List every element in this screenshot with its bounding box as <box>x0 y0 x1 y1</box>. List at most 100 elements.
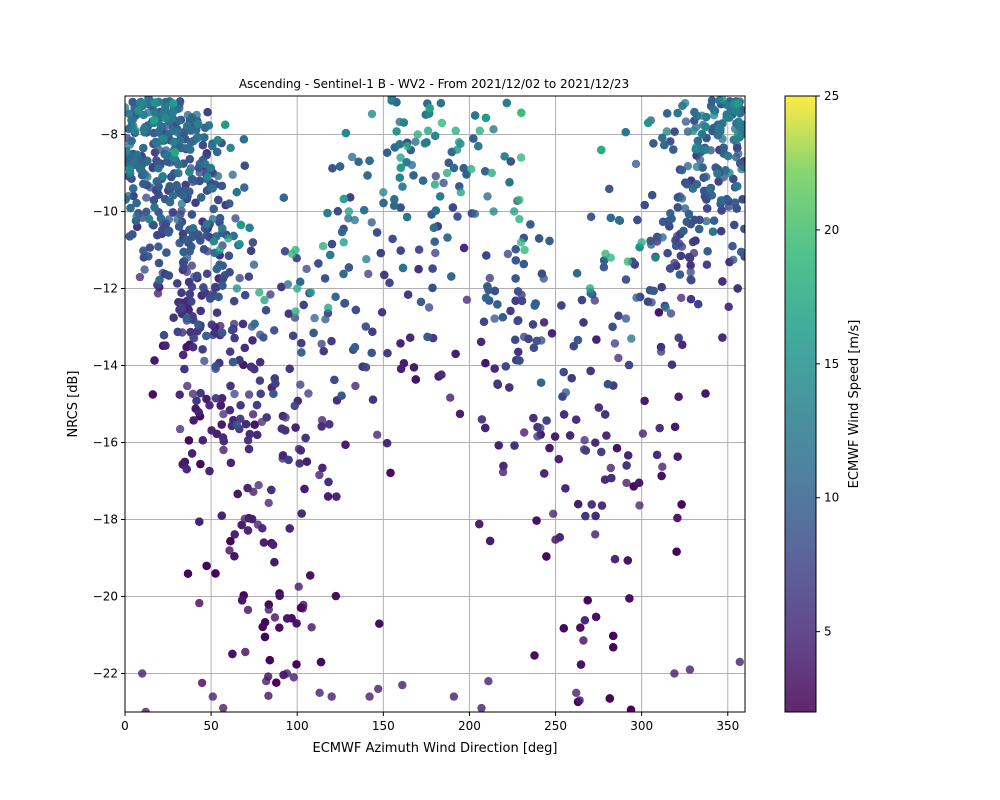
scatter-point <box>606 253 615 262</box>
scatter-point <box>153 231 162 240</box>
scatter-point <box>365 692 374 701</box>
scatter-point <box>661 303 670 312</box>
scatter-point <box>235 355 244 365</box>
scatter-point <box>208 692 217 701</box>
scatter-point <box>262 413 271 422</box>
scatter-point <box>515 215 524 224</box>
scatter-point <box>291 423 300 432</box>
scatter-point <box>302 264 311 274</box>
scatter-point <box>477 703 486 712</box>
scatter-point <box>517 108 526 118</box>
scatter-point <box>526 220 535 229</box>
scatter-point <box>139 143 148 153</box>
scatter-point <box>649 286 658 296</box>
scatter-point <box>437 370 446 379</box>
scatter-point <box>673 108 682 118</box>
scatter-point <box>203 172 212 181</box>
x-tick-label: 200 <box>458 719 481 733</box>
y-tick-label: −8 <box>100 128 118 142</box>
scatter-point <box>580 436 589 445</box>
scatter-point <box>295 459 304 468</box>
scatter-point <box>670 422 680 432</box>
scatter-point <box>481 423 490 433</box>
colorbar-label: ECMWF Wind Speed [m/s] <box>847 320 862 489</box>
scatter-point <box>219 410 228 419</box>
scatter-point <box>168 108 178 117</box>
scatter-point <box>203 108 212 117</box>
scatter-point <box>677 166 687 175</box>
scatter-point <box>226 458 236 468</box>
scatter-point <box>377 308 387 317</box>
scatter-point <box>678 340 687 349</box>
scatter-point <box>214 195 223 205</box>
scatter-point <box>528 320 538 329</box>
scatter-point <box>307 623 316 632</box>
scatter-point <box>198 345 207 354</box>
scatter-point <box>437 118 447 128</box>
scatter-point <box>269 389 278 398</box>
colorbar-tick-label: 20 <box>824 223 839 237</box>
scatter-point <box>236 414 245 423</box>
scatter-point <box>331 292 340 301</box>
scatter-point <box>216 401 226 410</box>
scatter-point <box>202 231 211 240</box>
scatter-point <box>302 457 312 466</box>
scatter-point <box>350 343 360 352</box>
scatter-point <box>150 203 159 212</box>
scatter-point <box>219 437 228 446</box>
scatter-point <box>493 300 502 309</box>
scatter-point <box>155 275 164 285</box>
scatter-point <box>177 206 186 215</box>
scatter-point <box>644 118 653 128</box>
scatter-point <box>622 461 631 470</box>
scatter-point <box>503 249 513 259</box>
scatter-point <box>506 157 515 166</box>
scatter-point <box>609 643 618 652</box>
scatter-point <box>717 196 726 205</box>
scatter-point <box>192 110 201 120</box>
scatter-point <box>148 390 157 399</box>
scatter-point <box>677 500 686 509</box>
scatter-point <box>658 133 667 142</box>
scatter-point <box>718 96 728 104</box>
scatter-point <box>264 691 273 700</box>
scatter-point <box>344 263 354 272</box>
colorbar-frame <box>784 95 817 713</box>
scatter-point <box>396 246 405 255</box>
scatter-point <box>183 110 193 120</box>
scatter-point <box>545 443 554 453</box>
scatter-point <box>247 514 257 524</box>
scatter-point <box>651 253 660 262</box>
scatter-point <box>625 594 634 603</box>
scatter-point <box>233 489 242 499</box>
scatter-point <box>174 169 183 178</box>
scatter-point <box>442 168 452 178</box>
scatter-point <box>252 400 262 410</box>
scatter-point <box>142 193 151 202</box>
scatter-point <box>187 210 197 219</box>
scatter-point <box>443 233 452 242</box>
scatter-point <box>673 203 682 212</box>
scatter-point <box>296 277 305 286</box>
scatter-point <box>462 295 472 304</box>
scatter-point <box>179 350 188 360</box>
scatter-point <box>610 339 620 348</box>
scatter-point <box>319 347 328 356</box>
x-tick-label: 100 <box>286 719 309 733</box>
scatter-point <box>246 362 256 371</box>
scatter-point <box>164 271 174 280</box>
scatter-point <box>431 248 440 258</box>
scatter-point <box>728 242 737 251</box>
scatter-point <box>187 297 196 306</box>
scatter-point <box>215 214 225 223</box>
scatter-point <box>451 349 460 359</box>
scatter-point <box>614 311 623 320</box>
scatter-point <box>730 220 739 230</box>
scatter-point <box>140 265 149 274</box>
scatter-point <box>490 364 499 373</box>
scatter-point <box>406 333 415 342</box>
y-tick-label: −14 <box>93 359 118 373</box>
scatter-point <box>217 181 227 191</box>
scatter-point <box>284 455 293 465</box>
scatter-point <box>635 501 644 510</box>
